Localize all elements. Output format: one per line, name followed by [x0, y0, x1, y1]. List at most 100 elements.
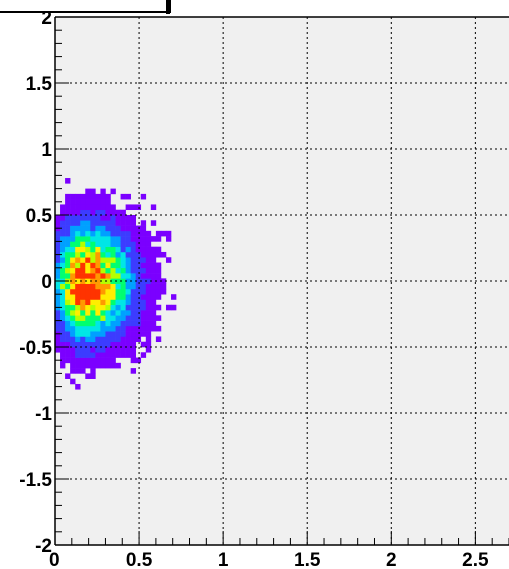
histogram-bin	[120, 236, 126, 242]
histogram-bin	[140, 315, 147, 321]
histogram-bin	[125, 241, 131, 247]
histogram-bin	[70, 362, 76, 369]
histogram-bin	[80, 325, 86, 332]
histogram-bin	[60, 315, 66, 321]
histogram-bin	[105, 347, 111, 353]
histogram-bin	[95, 209, 101, 216]
histogram-bin	[75, 299, 81, 306]
histogram-bin	[60, 320, 66, 327]
histogram-bin	[150, 283, 157, 290]
histogram-bin	[130, 220, 137, 226]
histogram-bin	[140, 331, 147, 337]
histogram-bin	[135, 273, 142, 279]
histogram-bin	[105, 304, 111, 311]
histogram-bin	[55, 267, 61, 274]
histogram-bin	[55, 246, 61, 253]
histogram-bin	[90, 204, 96, 211]
histogram-bin	[90, 241, 96, 247]
histogram-bin	[105, 220, 111, 226]
histogram-bin	[150, 294, 157, 300]
histogram-bin	[135, 320, 142, 327]
histogram-bin	[145, 246, 152, 253]
histogram-bin	[105, 236, 111, 242]
histogram-bin	[85, 347, 91, 353]
histogram-bin	[115, 215, 121, 221]
histogram-bin	[65, 215, 71, 221]
histogram-bin	[80, 236, 86, 242]
histogram-bin	[115, 310, 121, 316]
histogram-bin	[100, 341, 106, 348]
stats-box-fragment	[0, 0, 171, 13]
histogram-bin	[75, 294, 81, 300]
histogram-bin	[140, 251, 147, 258]
histogram-bin	[120, 193, 126, 200]
histogram-bin	[65, 193, 71, 200]
y-tick-label: 1.5	[26, 74, 53, 95]
histogram-bin	[70, 341, 76, 348]
histogram-bin	[75, 283, 81, 290]
histogram-bin	[110, 188, 116, 195]
histogram-bin	[100, 362, 106, 369]
histogram-bin	[60, 225, 66, 232]
histogram-bin	[100, 320, 106, 327]
histogram-bin	[140, 320, 147, 327]
histogram-bin	[95, 315, 101, 321]
histogram-bin	[120, 341, 126, 348]
histogram-bin	[105, 315, 111, 321]
histogram-bin	[155, 278, 162, 284]
histogram-bin	[60, 267, 66, 274]
histogram-bin	[90, 193, 96, 200]
histogram-bin	[140, 273, 147, 279]
histogram-bin	[135, 225, 142, 232]
histogram-bin	[120, 320, 126, 327]
histogram-bin	[65, 236, 71, 242]
histogram-bin	[70, 246, 76, 253]
histogram-bin	[125, 304, 131, 311]
histogram-bin	[70, 320, 76, 327]
histogram-bin	[110, 273, 116, 279]
histogram-bin	[55, 294, 61, 300]
histogram-bin	[115, 267, 121, 274]
histogram-bin	[65, 304, 71, 311]
x-tick-label: 2.5	[462, 550, 489, 569]
histogram-bin	[155, 315, 162, 321]
histogram-bin	[90, 362, 96, 369]
histogram-bin	[130, 357, 137, 364]
histogram-bin	[105, 352, 111, 358]
histogram-bin	[95, 241, 101, 247]
histogram-bin	[80, 199, 86, 205]
histogram-bin	[55, 273, 61, 279]
histogram-bin	[70, 352, 76, 358]
histogram-bin	[90, 347, 96, 353]
histogram-bin	[80, 241, 86, 247]
histogram-bin	[70, 357, 76, 364]
histogram-bin	[130, 336, 137, 343]
histogram-bin	[80, 347, 86, 353]
histogram-bin	[70, 315, 76, 321]
histogram-bin	[150, 246, 157, 253]
histogram-bin	[105, 283, 111, 290]
histogram-bin	[155, 283, 162, 290]
histogram-bin	[85, 341, 91, 348]
stats-box-shadow	[166, 0, 170, 14]
histogram-bin	[130, 352, 137, 358]
histogram-bin	[85, 336, 91, 343]
histogram-bin	[100, 262, 106, 269]
histogram-bin	[150, 315, 157, 321]
histogram-bin	[105, 257, 111, 263]
histogram-bin	[130, 304, 137, 311]
histogram-bin	[85, 352, 91, 358]
histogram-bin	[100, 336, 106, 343]
histogram-bin	[125, 283, 131, 290]
histogram-bin	[90, 246, 96, 253]
histogram-bin	[55, 347, 61, 353]
histogram-bin	[95, 204, 101, 211]
histogram-bin	[110, 362, 116, 369]
histogram-bin	[130, 267, 137, 274]
histogram-bin	[85, 310, 91, 316]
histogram-bin	[155, 251, 162, 258]
histogram-bin	[65, 294, 71, 300]
histogram-bin	[65, 262, 71, 269]
histogram-bin	[100, 315, 106, 321]
histogram-bin	[75, 315, 81, 321]
